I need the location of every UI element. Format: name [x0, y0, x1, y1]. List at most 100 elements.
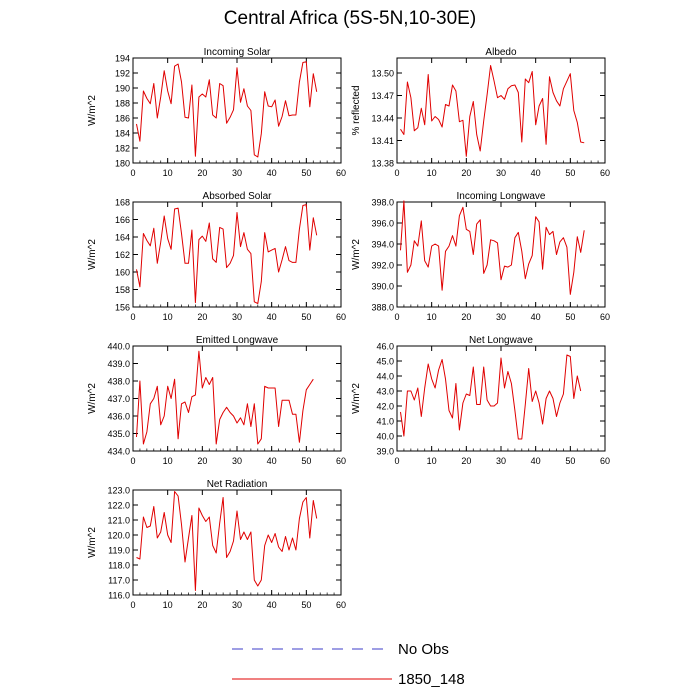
incoming-longwave-xtick-label: 50 — [565, 312, 575, 322]
incoming-solar-xtick-label: 60 — [336, 168, 346, 178]
albedo-ytick-label: 13.50 — [371, 69, 394, 79]
incoming-solar-ytick-label: 190 — [115, 84, 130, 94]
incoming-longwave-ytick-label: 390.0 — [371, 282, 394, 292]
incoming-longwave-ytick-label: 394.0 — [371, 240, 394, 250]
net-longwave-ytick-label: 45.0 — [376, 357, 394, 367]
net-longwave-ytick-label: 44.0 — [376, 372, 394, 382]
albedo-xtick-label: 30 — [496, 168, 506, 178]
absorbed-solar-xtick-label: 40 — [267, 312, 277, 322]
incoming-longwave-ytick-label: 396.0 — [371, 219, 394, 229]
net-longwave-ytick-label: 39.0 — [376, 447, 394, 457]
incoming-longwave-xtick-label: 10 — [427, 312, 437, 322]
net-longwave-ytick-label: 43.0 — [376, 387, 394, 397]
incoming-solar-xtick-label: 40 — [267, 168, 277, 178]
albedo-panel: Albedo % reflected 0 10 20 30 40 50 60 13.38 13.41… — [351, 47, 610, 178]
emitted-longwave-xtick-label: 10 — [163, 456, 173, 466]
net-longwave-xtick-label: 50 — [565, 456, 575, 466]
albedo-title: Albedo — [485, 47, 517, 58]
absorbed-solar-xtick-label: 50 — [301, 312, 311, 322]
net-longwave-xtick-label: 10 — [427, 456, 437, 466]
net-longwave-xtick-label: 0 — [394, 456, 399, 466]
emitted-longwave-ytick-label: 440.0 — [107, 342, 130, 352]
incoming-solar-ytick-label: 184 — [115, 129, 130, 139]
albedo-ytick-label: 13.47 — [371, 91, 394, 101]
emitted-longwave-ytick-label: 439.0 — [107, 359, 130, 369]
incoming-longwave-panel: Incoming Longwave W/m^2 0 10 20 30 40 50 60 388.0… — [351, 191, 610, 322]
absorbed-solar-ytick-label: 160 — [115, 268, 130, 278]
emitted-longwave-panel: Emitted Longwave W/m^2 0 10 20 30 40 50 60 434.0 4… — [87, 335, 346, 466]
incoming-longwave-xtick-label: 20 — [461, 312, 471, 322]
net-radiation-xtick-label: 50 — [301, 600, 311, 610]
albedo-xtick-label: 20 — [461, 168, 471, 178]
legend-label: No Obs — [398, 641, 449, 658]
absorbed-solar-xtick-label: 0 — [130, 312, 135, 322]
net-radiation-panel: Net Radiation W/m^2 0 10 20 30 40 50 60 116.0 117.… — [87, 479, 346, 610]
absorbed-solar-ytick-label: 168 — [115, 198, 130, 208]
absorbed-solar-ytick-label: 156 — [115, 303, 130, 313]
emitted-longwave-xtick-label: 20 — [197, 456, 207, 466]
legend-label: 1850_148 — [398, 671, 465, 688]
absorbed-solar-title: Absorbed Solar — [203, 191, 273, 202]
albedo-series-line — [400, 65, 585, 157]
net-radiation-xtick-label: 60 — [336, 600, 346, 610]
incoming-solar-xtick-label: 30 — [232, 168, 242, 178]
net-longwave-xtick-label: 20 — [461, 456, 471, 466]
net-radiation-xtick-label: 10 — [163, 600, 173, 610]
albedo-xtick-label: 40 — [531, 168, 541, 178]
incoming-longwave-series-line — [400, 200, 585, 295]
albedo-ylabel: % reflected — [351, 85, 362, 135]
net-radiation-xtick-label: 20 — [197, 600, 207, 610]
incoming-solar-xtick-label: 50 — [301, 168, 311, 178]
incoming-solar-ytick-label: 188 — [115, 99, 130, 109]
incoming-solar-ytick-label: 182 — [115, 144, 130, 154]
legend-item-1850-148: 1850_148 — [232, 671, 465, 688]
albedo-xtick-label: 0 — [394, 168, 399, 178]
emitted-longwave-xtick-label: 0 — [130, 456, 135, 466]
incoming-solar-title: Incoming Solar — [204, 47, 271, 58]
emitted-longwave-xtick-label: 40 — [267, 456, 277, 466]
absorbed-solar-xtick-label: 60 — [336, 312, 346, 322]
incoming-solar-ytick-label: 180 — [115, 159, 130, 169]
net-radiation-ytick-label: 123.0 — [107, 486, 130, 496]
absorbed-solar-xtick-label: 10 — [163, 312, 173, 322]
absorbed-solar-ytick-label: 162 — [115, 250, 130, 260]
net-radiation-ytick-label: 116.0 — [108, 591, 130, 601]
figure-title: Central Africa (5S-5N,10-30E) — [223, 8, 477, 29]
legend-item-no-obs: No Obs — [232, 641, 449, 658]
incoming-longwave-xtick-label: 30 — [496, 312, 506, 322]
emitted-longwave-ytick-label: 437.0 — [107, 394, 130, 404]
net-radiation-xtick-label: 30 — [232, 600, 242, 610]
incoming-longwave-ytick-label: 398.0 — [371, 198, 394, 208]
net-radiation-ytick-label: 118.0 — [108, 561, 130, 571]
net-longwave-xtick-label: 30 — [496, 456, 506, 466]
absorbed-solar-ytick-label: 164 — [115, 233, 130, 243]
absorbed-solar-series-line — [136, 204, 318, 304]
incoming-longwave-ytick-label: 388.0 — [371, 303, 394, 313]
albedo-ytick-label: 13.41 — [371, 136, 394, 146]
incoming-solar-xtick-label: 20 — [197, 168, 207, 178]
net-longwave-xtick-label: 40 — [531, 456, 541, 466]
incoming-longwave-xtick-label: 40 — [531, 312, 541, 322]
legend: No Obs 1850_148 — [232, 641, 465, 688]
incoming-solar-ytick-label: 186 — [115, 114, 130, 124]
emitted-longwave-ytick-label: 435.0 — [107, 429, 130, 439]
absorbed-solar-panel: Absorbed Solar W/m^2 0 10 20 30 40 50 60 156 158 16… — [87, 191, 346, 322]
emitted-longwave-series-line — [136, 350, 314, 445]
absorbed-solar-xtick-label: 20 — [197, 312, 207, 322]
emitted-longwave-ytick-label: 434.0 — [107, 447, 130, 457]
emitted-longwave-xtick-label: 60 — [336, 456, 346, 466]
net-radiation-ytick-label: 121.0 — [107, 516, 130, 526]
net-radiation-ytick-label: 119.0 — [108, 546, 130, 556]
incoming-longwave-ylabel: W/m^2 — [351, 239, 362, 270]
net-longwave-ytick-label: 40.0 — [376, 432, 394, 442]
net-longwave-ytick-label: 41.0 — [376, 417, 394, 427]
net-longwave-panel: Net Longwave W/m^2 0 10 20 30 40 50 60 39.0 40.0 41… — [351, 335, 610, 466]
emitted-longwave-ylabel: W/m^2 — [87, 383, 98, 414]
net-longwave-series-line — [400, 354, 582, 440]
emitted-longwave-xtick-label: 30 — [232, 456, 242, 466]
net-radiation-series-line — [136, 491, 318, 591]
net-radiation-ylabel: W/m^2 — [87, 527, 98, 558]
net-radiation-xtick-label: 40 — [267, 600, 277, 610]
albedo-xtick-label: 50 — [565, 168, 575, 178]
